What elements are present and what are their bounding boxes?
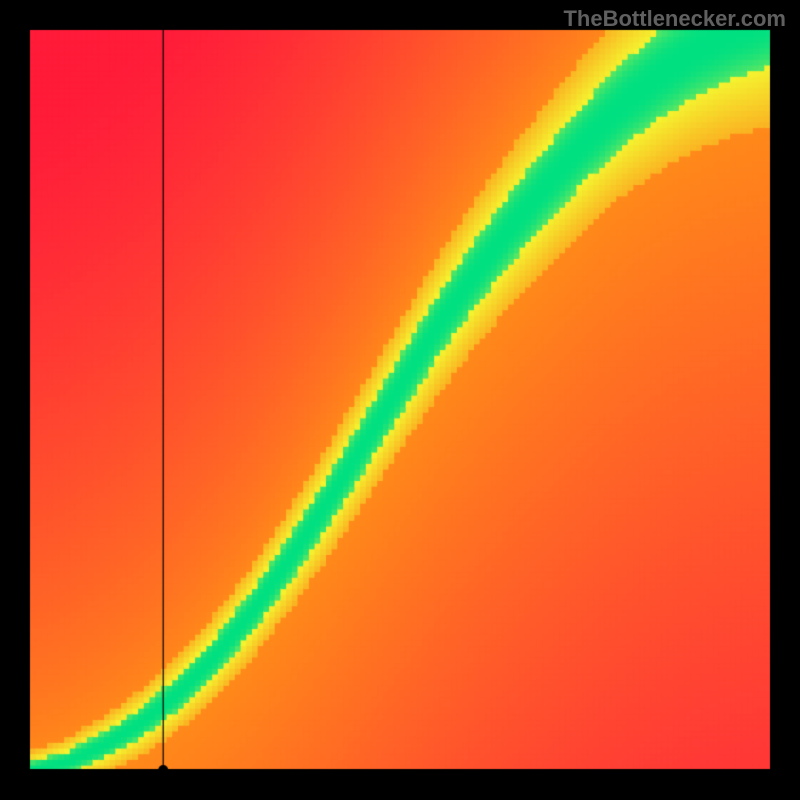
chart-container: TheBottlenecker.com — [0, 0, 800, 800]
watermark-text: TheBottlenecker.com — [563, 6, 786, 32]
bottleneck-heatmap — [0, 0, 800, 800]
